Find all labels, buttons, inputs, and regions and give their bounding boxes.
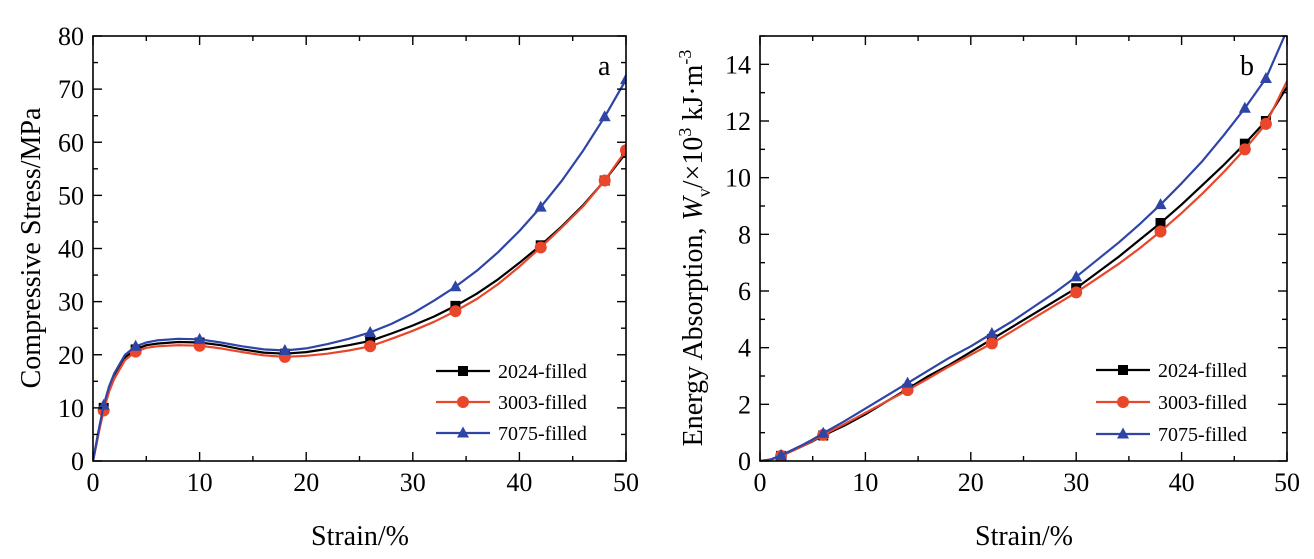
x-tick-label-b: 20 (958, 468, 984, 497)
x-tick-label-a: 50 (613, 468, 639, 497)
data-point-b-7075-filled-6 (817, 426, 830, 438)
x-tick-label-b: 40 (1169, 468, 1195, 497)
y-axis-title-b-mid: /×10 (678, 137, 709, 189)
data-point-a-7075-filled-14 (278, 344, 291, 355)
series-line-a-7075-filled (93, 79, 626, 461)
data-point-a-3003-filled-26 (534, 241, 547, 254)
data-point-a-7075-filled-10 (193, 332, 206, 344)
plot-area-b (760, 36, 1287, 461)
legend-marker-a-3003-filled (457, 396, 469, 408)
legend-marker-a-2024-filled (458, 366, 468, 376)
y-tick-label-a: 60 (58, 128, 84, 157)
legend-b: 2024-filled 3003-filled 7075-filled (1096, 360, 1247, 446)
legend-marker-b-7075-filled (1117, 427, 1129, 439)
data-point-a-7075-filled-30 (620, 73, 626, 85)
data-point-b-7075-filled-18 (1070, 270, 1083, 282)
data-point-a-7075-filled-29 (598, 110, 611, 122)
plot-area-a (93, 73, 626, 461)
data-point-a-7075-filled-18 (364, 325, 377, 337)
x-tick-label-a: 40 (506, 468, 532, 497)
data-point-a-7075-filled-26 (534, 200, 547, 212)
y-tick-label-a: 10 (58, 394, 84, 423)
chart-panel-b: 0 10 20 30 40 50 0 2 4 6 8 10 12 14 b Strain/% Energy… (675, 35, 1300, 552)
x-axis-title-b: Strain/% (975, 521, 1073, 552)
x-tick-label-b: 10 (852, 468, 878, 497)
data-point-b-7075-filled-27 (1259, 72, 1272, 83)
y-axis-title-b-var: W (678, 195, 709, 221)
x-tick-label-a: 0 (87, 468, 100, 497)
data-point-b-7075-filled-14 (985, 327, 998, 338)
data-point-b-3003-filled-18 (1070, 286, 1083, 299)
data-point-a-7075-filled-22 (449, 280, 462, 292)
data-point-a-7075-filled-6 (129, 339, 142, 351)
legend-a: 2024-filled 3003-filled 7075-filled (436, 361, 587, 445)
legend-label-a-7075-filled: 7075-filled (498, 423, 587, 445)
y-axis-title-b-unit-exp: -3 (675, 50, 695, 65)
ticks-a: 0 10 20 30 40 50 0 10 20 30 40 50 60 70 80 (58, 22, 639, 497)
ticks-b: 0 10 20 30 40 50 0 2 4 6 8 10 12 14 (725, 35, 1300, 497)
data-point-b-3003-filled-22 (1154, 225, 1167, 238)
data-point-a-3003-filled-18 (364, 340, 377, 353)
y-tick-label-a: 70 (58, 75, 84, 104)
y-tick-label-b: 2 (738, 390, 751, 419)
data-point-b-7075-filled-26 (1238, 101, 1251, 113)
series-line-a-2024-filled (93, 152, 626, 461)
data-point-b-7075-filled-22 (1154, 198, 1167, 210)
y-tick-label-b: 0 (738, 447, 751, 476)
legend-label-b-2024-filled: 2024-filled (1158, 360, 1247, 382)
y-axis-title-b-prefix: Energy Absorption, (678, 221, 709, 447)
legend-label-a-3003-filled: 3003-filled (498, 392, 587, 414)
y-tick-label-b: 8 (738, 220, 751, 249)
y-tick-label-b: 12 (725, 107, 751, 136)
y-tick-label-a: 0 (71, 447, 84, 476)
legend-marker-b-2024-filled (1118, 365, 1128, 375)
data-point-a-7075-filled-2 (97, 398, 110, 410)
x-tick-label-a: 20 (293, 468, 319, 497)
x-tick-label-b: 50 (1274, 468, 1300, 497)
data-point-b-7075-filled-2 (775, 448, 788, 460)
data-point-b-7075-filled-10 (901, 376, 914, 388)
y-tick-label-a: 20 (58, 341, 84, 370)
legend-label-b-7075-filled: 7075-filled (1158, 424, 1247, 446)
x-tick-label-a: 30 (400, 468, 426, 497)
legend-marker-a-7075-filled (457, 426, 469, 438)
legend-marker-b-3003-filled (1117, 396, 1129, 408)
y-axis-title-b: Energy Absorption, Wv/×103 kJ·m-3 (675, 50, 714, 447)
x-tick-label-a: 10 (187, 468, 213, 497)
data-point-b-2024-filled-22 (1155, 218, 1166, 228)
data-point-a-3003-filled-30 (620, 144, 626, 157)
data-point-b-3003-filled-26 (1238, 143, 1251, 156)
y-axis-title-b-sub: v (694, 188, 714, 197)
y-tick-label-b: 10 (725, 164, 751, 193)
panel-letter-a: a (598, 51, 611, 82)
y-tick-label-b: 14 (725, 50, 751, 79)
y-tick-label-b: 6 (738, 277, 751, 306)
legend-label-a-2024-filled: 2024-filled (498, 361, 587, 383)
data-point-a-3003-filled-29 (598, 174, 611, 187)
x-tick-label-b: 30 (1063, 468, 1089, 497)
x-axis-title-a: Strain/% (311, 521, 409, 552)
data-point-a-3003-filled-22 (449, 305, 462, 318)
y-tick-label-a: 80 (58, 22, 84, 51)
data-point-b-3003-filled-14 (985, 337, 998, 350)
panel-letter-b: b (1240, 51, 1254, 82)
y-tick-label-a: 30 (58, 288, 84, 317)
data-point-b-3003-filled-27 (1259, 117, 1272, 130)
legend-label-b-3003-filled: 3003-filled (1158, 392, 1247, 414)
y-axis-title-a: Compressive Stress/MPa (16, 107, 47, 388)
y-axis-title-b-unit: kJ·m (678, 64, 709, 127)
y-axis-title-b-exp: 3 (675, 128, 695, 137)
series-line-a-3003-filled (93, 149, 626, 461)
x-tick-label-b: 0 (754, 468, 767, 497)
y-tick-label-a: 40 (58, 235, 84, 264)
y-tick-label-b: 4 (738, 334, 751, 363)
y-tick-label-a: 50 (58, 181, 84, 210)
